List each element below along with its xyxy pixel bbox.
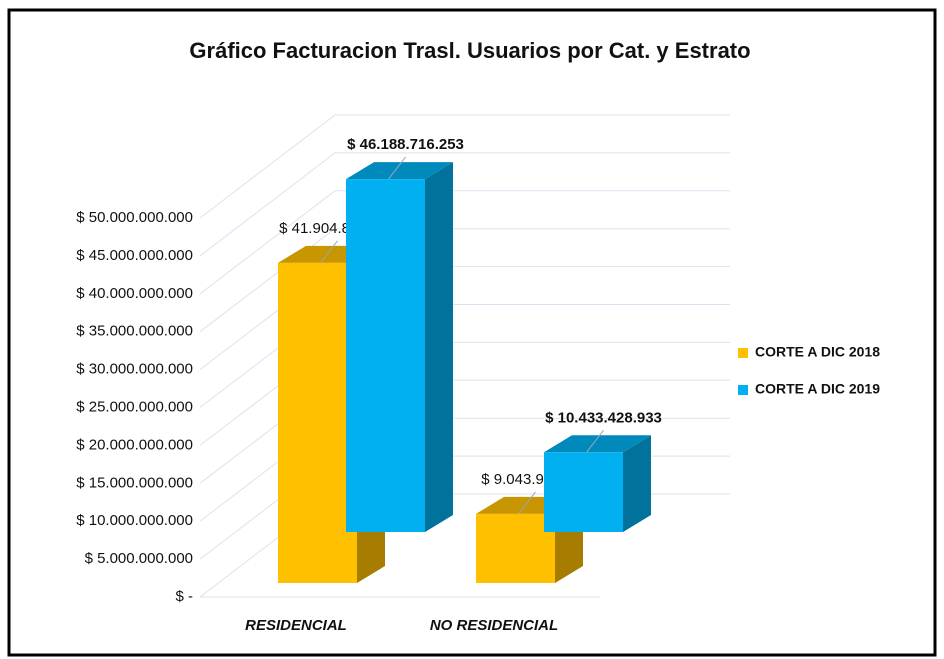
value-label: $ 46.188.716.253 [347,136,464,153]
y-tick-label: $ - [175,588,193,605]
y-tick-label: $ 40.000.000.000 [76,285,193,302]
legend-swatch [738,385,748,395]
x-tick-label: NO RESIDENCIAL [430,617,558,634]
bar-face [623,435,651,532]
grid-line [199,114,730,219]
y-tick-label: $ 15.000.000.000 [76,474,193,491]
bar-face [346,179,425,532]
y-tick-label: $ 20.000.000.000 [76,436,193,453]
leader-line [518,491,536,515]
grid-line [199,190,730,295]
frame [7,8,937,657]
bar-face [278,262,357,583]
chart-title: Gráfico Facturacion Trasl. Usuarios por … [189,38,750,63]
y-tick-label: $ 50.000.000.000 [76,209,193,226]
legend-swatch [738,348,748,358]
x-tick-label: RESIDENCIAL [245,617,347,634]
y-tick-label: $ 5.000.000.000 [85,550,193,567]
grid-line [199,228,730,333]
leader-line [388,156,406,180]
bar [346,162,453,532]
bar-face [544,435,651,453]
y-tick-label: $ 10.000.000.000 [76,512,193,529]
y-tick-label: $ 45.000.000.000 [76,247,193,264]
y-tick-label: $ 25.000.000.000 [76,398,193,415]
y-tick-label: $ 35.000.000.000 [76,323,193,340]
leader-line [586,429,604,453]
y-tick-label: $ 30.000.000.000 [76,361,193,378]
bar-face [346,162,453,180]
legend-label: CORTE A DIC 2018 [755,344,880,360]
bar-face [544,452,623,532]
bar-face [476,513,555,583]
legend-label: CORTE A DIC 2019 [755,381,880,397]
bar [544,435,651,532]
grid-line [199,152,730,257]
bar-face [425,162,453,532]
value-label: $ 10.433.428.933 [545,409,662,426]
leader-line [320,240,338,264]
